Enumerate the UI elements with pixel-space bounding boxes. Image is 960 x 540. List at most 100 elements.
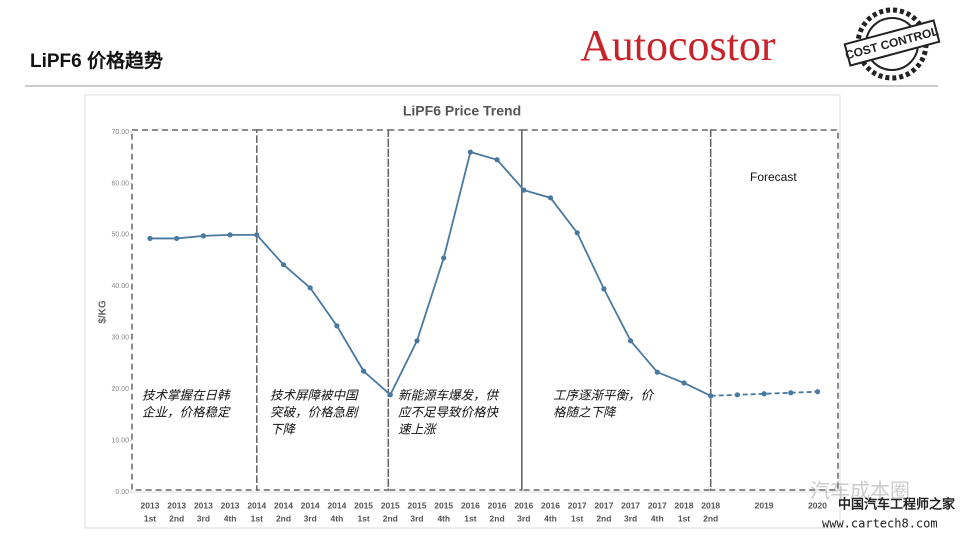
x-tick-label: 2015	[408, 500, 427, 510]
x-tick-label: 2014	[301, 500, 320, 510]
x-tick-label: 2013	[221, 500, 240, 510]
data-point	[814, 389, 821, 395]
x-tick-label: 1st	[357, 513, 369, 523]
chart-title: LiPF6 Price Trend	[403, 103, 521, 119]
region-box	[709, 129, 839, 491]
data-point	[628, 338, 634, 344]
x-tick-label: 2013	[194, 500, 213, 510]
annotation: 下降	[270, 422, 297, 436]
x-tick-label: 2018	[701, 500, 720, 510]
data-point	[147, 235, 153, 242]
data-point	[227, 232, 233, 238]
data-point	[307, 285, 313, 291]
data-point	[788, 390, 794, 396]
watermark-name: 汽车成本圈	[810, 479, 910, 502]
x-tick-label: 4th	[331, 513, 344, 523]
data-point	[280, 262, 287, 268]
data-point	[387, 392, 393, 398]
x-tick-label: 3rd	[197, 513, 210, 523]
x-tick-label: 2014	[274, 500, 293, 510]
x-tick-label: 4th	[544, 513, 557, 523]
data-point	[654, 369, 660, 375]
x-tick-label: 4th	[651, 513, 664, 523]
region-box	[256, 129, 390, 491]
x-tick-label: 2013	[141, 500, 160, 510]
watermark: 汽车成本圈 中国汽车工程师之家 www.cartech8.com	[810, 479, 956, 530]
watermark-url: www.cartech8.com	[822, 517, 938, 531]
x-tick-label: 2016	[514, 500, 533, 510]
annotation: 工序逐渐平衡，价	[553, 388, 655, 402]
data-point	[414, 338, 420, 344]
data-point	[441, 255, 447, 261]
y-tick-label: 60.00	[111, 180, 129, 187]
stamp: COST CONTROL	[843, 7, 941, 81]
data-point	[521, 187, 527, 193]
x-tick-label: 4th	[437, 513, 450, 523]
x-tick-label: 2019	[755, 500, 774, 510]
x-tick-label: 2nd	[596, 513, 611, 523]
y-tick-label: 70.00	[111, 129, 129, 136]
x-tick-label: 3rd	[410, 513, 423, 523]
x-tick-label: 2nd	[276, 513, 291, 523]
data-point	[574, 230, 580, 236]
x-tick-label: 2018	[675, 500, 694, 510]
x-tick-label: 4th	[224, 513, 237, 523]
annotation: 新能源车爆发，供	[398, 388, 500, 402]
data-point	[708, 393, 714, 399]
y-tick-label: 10.00	[111, 437, 129, 444]
x-tick-label: 1st	[571, 513, 583, 523]
x-tick-label: 2014	[247, 500, 266, 510]
slide-title: LiPF6 价格趋势	[30, 49, 163, 72]
series-line	[710, 390, 818, 397]
x-tick-label: 2nd	[169, 513, 184, 523]
data-point	[200, 233, 206, 239]
y-tick-label: 30.00	[111, 335, 129, 342]
x-tick-label: 2016	[461, 500, 480, 510]
annotation: 技术屏障被中国	[270, 388, 359, 402]
x-tick-label: 2017	[648, 500, 667, 510]
data-point	[681, 380, 687, 386]
y-tick-label: 20.00	[111, 386, 129, 393]
x-tick-label: 2017	[594, 500, 613, 510]
x-tick-label: 1st	[464, 513, 476, 523]
data-point	[601, 286, 607, 292]
data-point	[174, 235, 180, 242]
x-tick-label: 1st	[678, 513, 690, 523]
annotation: 格随之下降	[553, 405, 617, 419]
x-tick-label: 2014	[327, 500, 346, 510]
data-point	[761, 391, 767, 397]
logo: Autocostor	[580, 21, 776, 70]
region-box	[521, 129, 712, 491]
y-tick-label: 0.00	[115, 489, 129, 496]
x-tick-label: 2015	[434, 500, 453, 510]
x-tick-label: 2015	[381, 500, 400, 510]
chart-frame	[84, 94, 841, 529]
annotation: 突破，价格急剧	[270, 405, 360, 419]
x-tick-label: 2nd	[703, 513, 718, 523]
stamp-band	[843, 19, 941, 67]
data-point	[361, 368, 367, 374]
watermark-site: 中国汽车工程师之家	[838, 496, 956, 511]
x-tick-label: 2017	[621, 500, 640, 510]
x-tick-label: 2020	[808, 500, 827, 510]
annotation: 速上涨	[398, 422, 438, 436]
y-tick-label: 50.00	[111, 232, 129, 239]
x-tick-label: 2015	[354, 500, 373, 510]
annotation: 企业，价格稳定	[142, 405, 231, 419]
data-point	[334, 323, 340, 329]
y-tick-label: 40.00	[111, 283, 129, 290]
x-tick-label: 2nd	[490, 513, 505, 523]
series-line	[150, 150, 712, 397]
data-point	[547, 195, 554, 201]
x-tick-label: 2nd	[383, 513, 398, 523]
x-tick-label: 1st	[144, 513, 156, 523]
x-tick-label: 3rd	[304, 513, 317, 523]
annotation: 应不足导致价格快	[398, 405, 500, 419]
x-tick-label: 2016	[541, 500, 560, 510]
x-tick-label: 3rd	[517, 513, 530, 523]
data-point	[254, 232, 260, 238]
data-point	[494, 157, 500, 163]
y-axis-label: $/KG	[98, 300, 109, 324]
x-tick-label: 3rd	[624, 513, 637, 523]
